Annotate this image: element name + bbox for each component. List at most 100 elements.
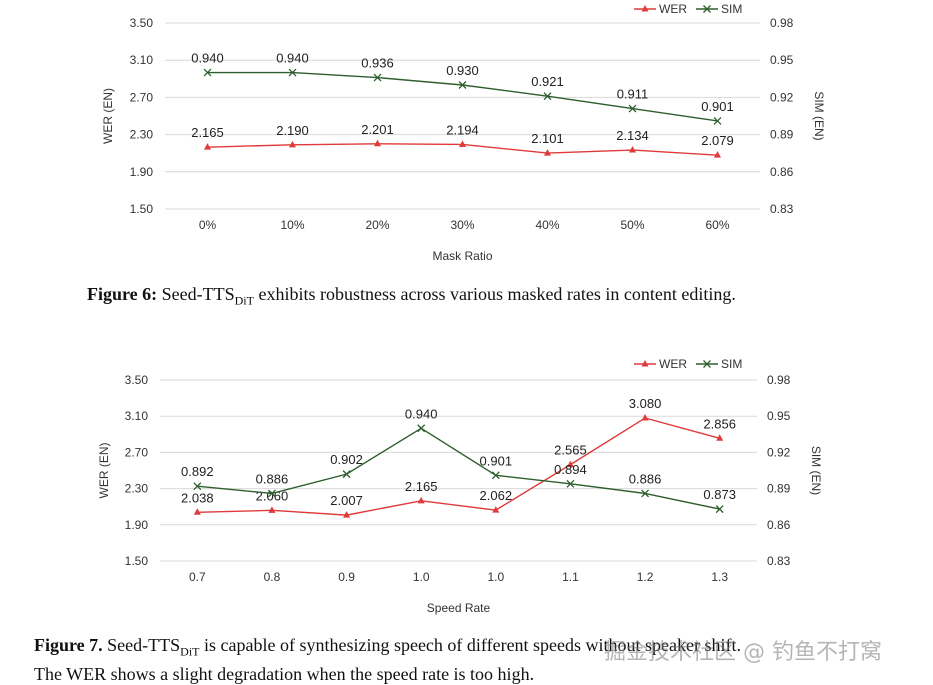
chart2-y2tick-label: 0.89 <box>767 482 791 496</box>
chart1-xlabel: Mask Ratio <box>432 249 492 263</box>
chart1-xtick-label: 0% <box>199 218 217 232</box>
chart1-legend-sim-marker <box>703 5 711 13</box>
chart1-ytick-label: 1.90 <box>130 165 154 179</box>
chart2-y2label: SIM (EN) <box>809 446 823 495</box>
chart1-wer-point <box>374 139 381 147</box>
chart2-wer-data-label: 2.165 <box>405 479 438 494</box>
chart1-sim-point <box>373 73 382 82</box>
chart1-sim-point <box>203 68 212 77</box>
chart2-ytick-label: 3.50 <box>125 373 149 387</box>
speed-rate-chart-svg: 1.501.902.302.703.103.500.830.860.890.92… <box>97 357 823 615</box>
mask-ratio-chart-svg: 1.50 1.90 2.30 2.70 3.10 3.50 0.83 0.86 0.89 0.92… <box>101 2 826 263</box>
chart2-ytick-label: 2.30 <box>125 482 149 496</box>
chart2-wer-point <box>566 460 574 468</box>
chart1-legend-sim-label: SIM <box>721 2 742 16</box>
chart2-sim-line <box>197 427 720 510</box>
chart2-ytick-label: 1.90 <box>125 518 149 532</box>
figure-6-caption: Figure 6: Seed-TTSDiT exhibits robustnes… <box>87 284 736 309</box>
chart2-wer-data-label: 3.080 <box>629 396 662 411</box>
speed-rate-chart: 1.50 1.90 2.30 2.70 3.10 3.50 0.83 0.86 0.89 0.92… <box>0 350 933 630</box>
chart2-xtick-label: 0.8 <box>264 570 281 584</box>
chart2-xtick-label: 1.0 <box>487 570 504 584</box>
chart2-xtick-label: 0.7 <box>189 570 206 584</box>
chart2-legend-wer-marker <box>641 360 649 367</box>
chart2-sim-data-label: 0.886 <box>256 471 289 486</box>
chart1-sim-point <box>458 81 467 89</box>
chart1-xtick-label: 60% <box>705 218 729 232</box>
chart2-legend-sim-label: SIM <box>721 357 742 371</box>
chart1-y2tick-label: 0.86 <box>770 165 794 179</box>
chart2-xtick-label: 1.2 <box>637 570 654 584</box>
chart1-wer-point <box>544 149 551 156</box>
chart2-wer-point <box>193 508 201 515</box>
chart1-y2tick-label: 0.83 <box>770 202 794 216</box>
chart2-sim-point <box>342 470 351 479</box>
chart2-y2tick-label: 0.95 <box>767 409 791 423</box>
chart2-ytick-label: 3.10 <box>125 409 149 423</box>
figure-7-model: Seed-TTS <box>107 635 181 655</box>
chart1-y2label: SIM (EN) <box>812 91 826 140</box>
chart1-xtick-label: 40% <box>535 218 559 232</box>
chart1-wer-data-label: 2.165 <box>191 125 224 140</box>
chart2-y2tick-label: 0.98 <box>767 373 791 387</box>
figure-7-caption: Figure 7. Seed-TTSDiT is capable of synt… <box>34 634 741 685</box>
chart1-sim-data-label: 0.940 <box>276 51 309 66</box>
figure-6-model-sub: DiT <box>234 293 254 308</box>
chart1-y2tick-label: 0.92 <box>770 90 794 104</box>
chart1-wer-data-label: 2.101 <box>531 131 564 146</box>
figure-7-label: Figure 7. <box>34 635 103 655</box>
chart1-wer-point <box>714 151 721 158</box>
watermark: 掘金技术社区 @ 钓鱼不打窝 <box>604 640 882 665</box>
chart2-wer-point <box>417 496 425 504</box>
chart2-y2tick-label: 0.83 <box>767 554 791 568</box>
figure-7-text: is capable of synthesizing speech of dif… <box>199 635 742 655</box>
chart1-sim-data-label: 0.901 <box>701 99 734 114</box>
chart1-wer-data-label: 2.134 <box>616 128 649 143</box>
chart1-wer-data-label: 2.190 <box>276 123 309 138</box>
chart1-sim-point <box>628 104 637 113</box>
chart2-sim-data-label: 0.886 <box>629 471 662 486</box>
chart2-legend-sim-marker <box>703 360 711 368</box>
chart1-sim-data-label: 0.940 <box>191 51 224 66</box>
chart1-wer-data-label: 2.194 <box>446 122 479 137</box>
chart1-ytick-label: 3.50 <box>130 16 154 30</box>
chart2-ylabel: WER (EN) <box>97 443 111 499</box>
chart1-xtick-label: 50% <box>620 218 644 232</box>
chart1-ylabel: WER (EN) <box>101 88 115 144</box>
chart2-sim-point <box>715 505 724 514</box>
chart1-legend-wer-marker <box>641 5 649 12</box>
chart2-sim-point <box>566 479 575 488</box>
chart2-wer-data-label: 2.565 <box>554 443 587 458</box>
chart1-sim-data-label: 0.936 <box>361 56 394 71</box>
chart1-wer-data-label: 2.201 <box>361 122 394 137</box>
figure-6-label: Figure 6: <box>87 284 158 304</box>
chart2-sim-data-label: 0.940 <box>405 406 438 421</box>
chart2-wer-data-label: 2.038 <box>181 490 214 505</box>
chart2-xtick-label: 1.1 <box>562 570 579 584</box>
chart1-legend-wer-label: WER <box>659 2 687 16</box>
chart2-wer-data-label: 2.062 <box>480 488 513 503</box>
chart2-ytick-label: 1.50 <box>125 554 149 568</box>
chart1-sim-point <box>543 92 552 101</box>
figure-7-text-line2: The WER shows a slight degradation when … <box>34 663 535 684</box>
chart1-y2tick-label: 0.89 <box>770 128 794 142</box>
chart2-xlabel: Speed Rate <box>427 601 491 615</box>
chart2-wer-data-label: 2.007 <box>330 493 363 508</box>
chart1-wer-data-label: 2.079 <box>701 133 734 148</box>
chart1-ytick-label: 3.10 <box>130 53 154 67</box>
chart2-sim-data-label: 0.902 <box>330 452 363 467</box>
chart1-xtick-label: 10% <box>280 218 304 232</box>
chart1-xtick-label: 30% <box>450 218 474 232</box>
chart2-sim-data-label: 0.892 <box>181 464 214 479</box>
chart1-y2tick-label: 0.98 <box>770 16 794 30</box>
mask-ratio-chart: 1.50 1.90 2.30 2.70 3.10 3.50 0.83 0.86 0.89 0.92… <box>0 0 933 275</box>
chart2-wer-line <box>197 417 720 516</box>
chart2-sim-data-label: 0.873 <box>703 487 736 502</box>
chart1-ytick-label: 2.30 <box>130 128 154 142</box>
chart2-wer-point <box>492 506 500 513</box>
chart2-sim-point <box>641 489 650 498</box>
chart2-ytick-label: 2.70 <box>125 445 149 459</box>
chart1-sim-data-label: 0.911 <box>617 87 649 102</box>
chart2-sim-data-label: 0.901 <box>480 453 513 468</box>
chart2-sim-point <box>193 482 202 491</box>
